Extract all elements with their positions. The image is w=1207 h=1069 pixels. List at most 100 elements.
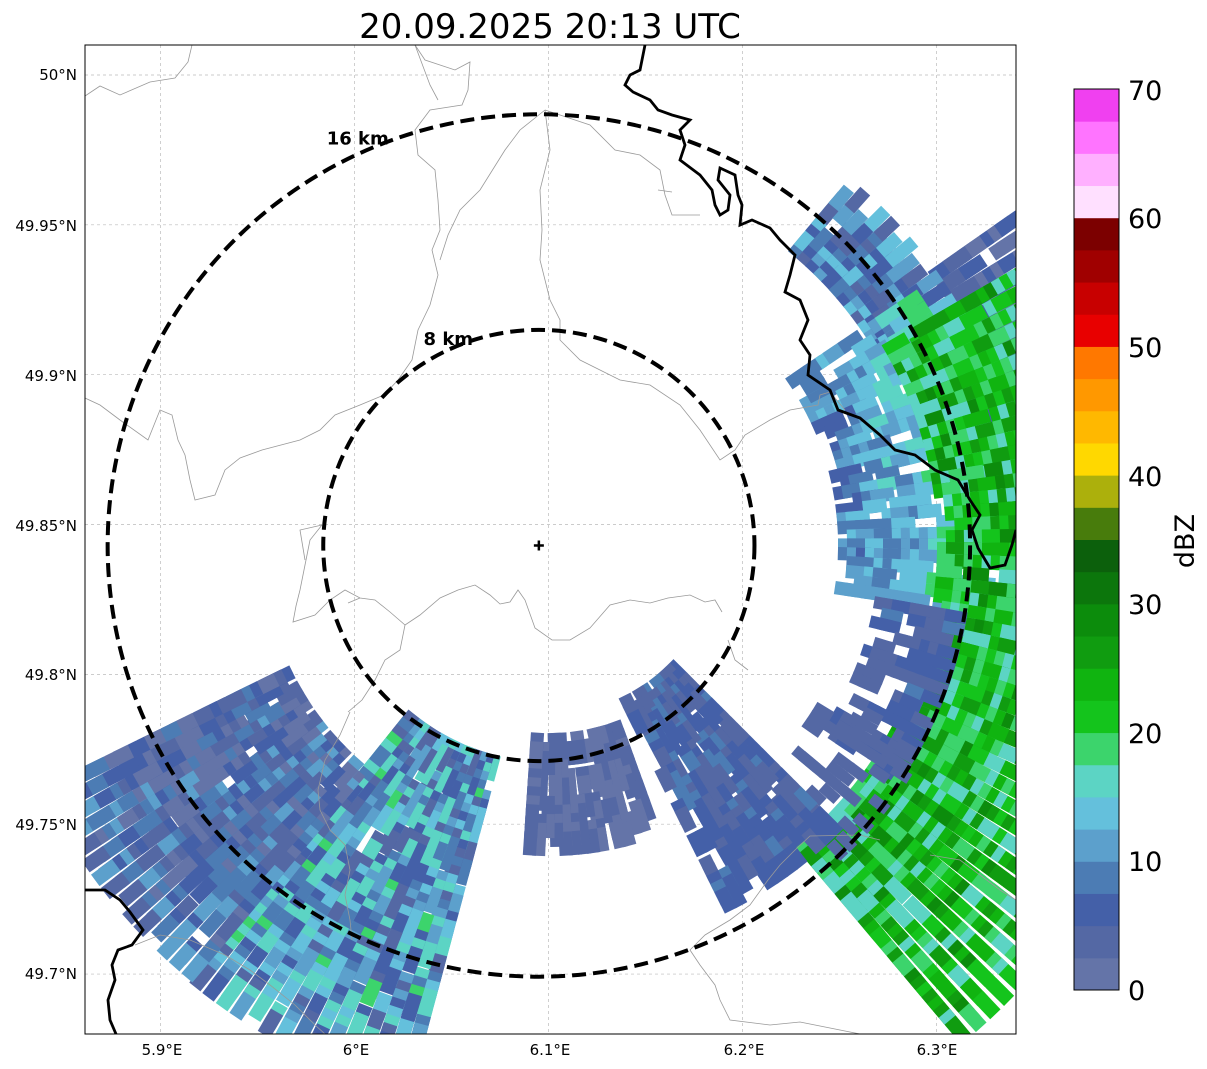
echo-cell (1018, 719, 1047, 742)
echo-cell (383, 1052, 404, 1069)
echo-cell (1118, 401, 1147, 421)
echo-cell (1006, 698, 1016, 721)
echo-cell (189, 875, 218, 905)
echo-cell (985, 977, 1015, 1006)
echo-cell (1122, 418, 1150, 437)
echo-cell (91, 859, 121, 887)
echo-cell (198, 909, 227, 938)
echo-cell (1037, 451, 1065, 469)
echo-cell (1045, 296, 1075, 320)
echo-cell (1033, 676, 1062, 697)
echo-cell (901, 263, 929, 289)
echo-cell (1004, 315, 1016, 340)
echo-cell (1006, 746, 1016, 771)
echo-cell (1144, 633, 1172, 651)
echo-cell (1128, 667, 1156, 687)
echo-cell (275, 977, 302, 1007)
echo-cell (1167, 468, 1194, 485)
figure-title: 20.09.2025 20:13 UTC (359, 7, 741, 47)
echo-cell (892, 252, 920, 279)
y-tick-label: 49.9°N (25, 367, 77, 385)
echo-cell (1044, 368, 1073, 390)
x-tick-label: 6.1°E (530, 1041, 571, 1059)
echo-cell (1039, 902, 1068, 929)
echo-cell (1017, 627, 1045, 646)
echo-cell (852, 394, 880, 417)
echo-cell (55, 787, 85, 812)
echo-cell (379, 966, 402, 996)
echo-cell (1005, 855, 1016, 883)
echo-cell (1036, 543, 1062, 558)
echo-cell (1116, 509, 1143, 525)
echo-cell (1024, 828, 1054, 854)
echo-cell (1123, 381, 1152, 401)
echo-cell (1038, 616, 1066, 634)
echo-cell (1133, 686, 1162, 706)
echo-cell (1046, 664, 1075, 684)
echo-cell (735, 853, 759, 882)
echo-cell (1125, 301, 1154, 324)
echo-cell (1030, 468, 1058, 486)
echo-cell (906, 613, 931, 630)
echo-cell (816, 811, 844, 839)
echo-cell (1034, 572, 1061, 588)
echo-cell (1029, 740, 1059, 763)
colorbar-tick-label: 10 (1128, 847, 1162, 878)
echo-cell (851, 739, 875, 760)
echo-cell (674, 805, 697, 833)
echo-cell (908, 559, 934, 575)
echo-cell (864, 205, 891, 233)
echo-cell (1025, 571, 1052, 587)
echo-cell (1030, 247, 1060, 272)
echo-cell (1048, 784, 1078, 808)
echo-cell (686, 829, 709, 858)
echo-cell (797, 367, 825, 392)
echo-cell (1031, 833, 1061, 859)
echo-cell (1012, 294, 1016, 320)
echo-cell (170, 800, 201, 828)
echo-cell (995, 229, 1016, 256)
range-ring-label: 16 km (327, 128, 389, 149)
echo-cell (1160, 581, 1187, 597)
echo-cell (1013, 905, 1016, 933)
echo-cell (1020, 308, 1050, 332)
colorbar-tick-label: 50 (1128, 333, 1162, 364)
echo-cell (1040, 818, 1070, 843)
echo-cell (926, 605, 950, 622)
echo-cell (1005, 485, 1016, 503)
echo-cell (869, 487, 896, 504)
echo-cell (1014, 842, 1016, 869)
echo-cell (1043, 497, 1070, 513)
colorbar-bin (1074, 507, 1119, 540)
echo-cell (242, 698, 273, 724)
echo-cell (1001, 652, 1016, 674)
echo-cell (1034, 321, 1064, 344)
national-border (85, 45, 1016, 1034)
echo-cell (1036, 404, 1065, 424)
echo-cell (1022, 289, 1052, 313)
echo-cell (181, 953, 210, 983)
echo-cell (1024, 674, 1053, 695)
echo-cell (1117, 526, 1143, 541)
echo-cell (1047, 765, 1077, 789)
echo-cell (1006, 278, 1016, 304)
range-ring (105, 112, 973, 979)
colorbar-bin (1074, 153, 1119, 187)
echo-cell (714, 770, 740, 798)
echo-cell (779, 821, 806, 849)
echo-cell (1118, 363, 1147, 384)
echo-cell (958, 304, 989, 330)
echo-cell (1117, 438, 1145, 456)
echo-cell (1125, 561, 1152, 576)
colorbar-tick-label: 0 (1128, 976, 1145, 1007)
echo-cell (1126, 526, 1152, 541)
echo-cell (1021, 272, 1051, 297)
echo-cell (1041, 647, 1069, 667)
echo-cell (1044, 632, 1072, 651)
echo-cell (1023, 705, 1052, 727)
echo-cell (202, 972, 230, 1002)
echo-cell (324, 1021, 349, 1034)
echo-cell (896, 289, 925, 314)
echo-cell (743, 793, 769, 821)
